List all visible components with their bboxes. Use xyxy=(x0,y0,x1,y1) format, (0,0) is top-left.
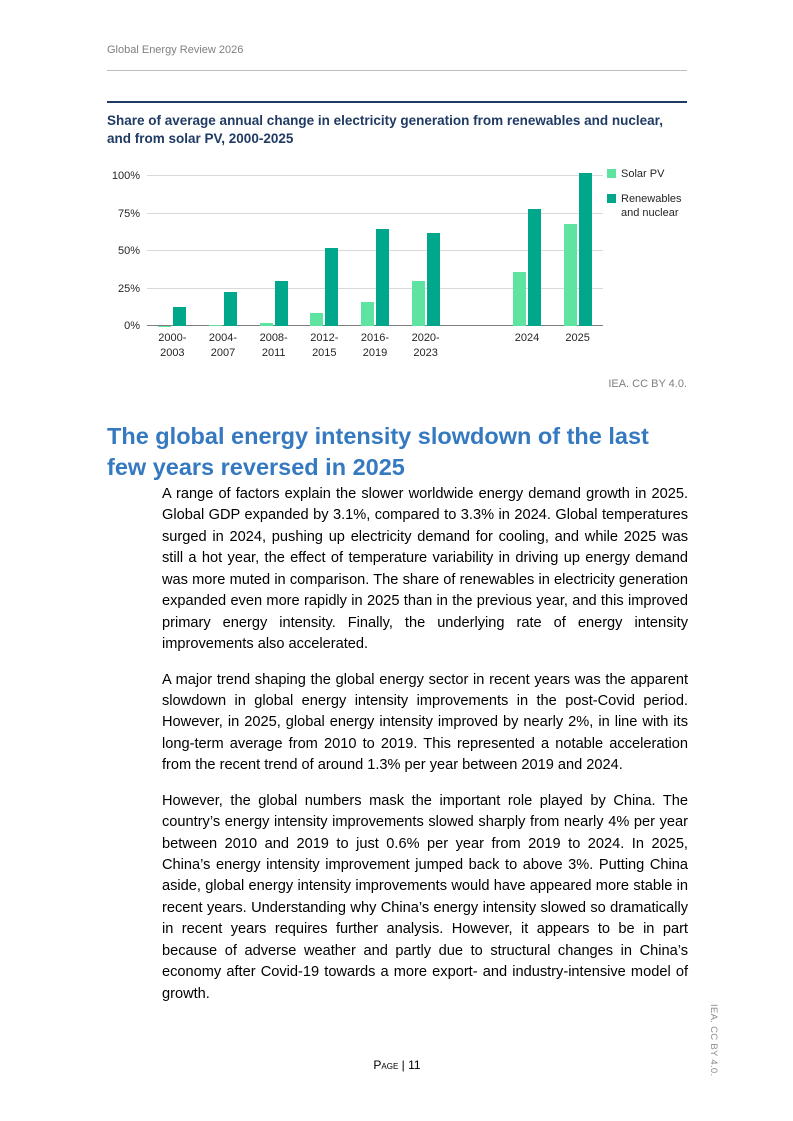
bar-group-2008-2011 xyxy=(248,168,299,327)
bar-group-2024 xyxy=(502,168,553,327)
bar-renewables-and-nuclear-2008-2011 xyxy=(274,281,288,327)
x-axis-label: 2025 xyxy=(565,332,590,345)
bar-group-2012-2015 xyxy=(299,168,350,327)
body-paragraphs: A range of factors explain the slower wo… xyxy=(162,484,688,1019)
bar-renewables-and-nuclear-2025 xyxy=(578,172,592,327)
running-header-text: Global Energy Review 2026 xyxy=(107,44,244,56)
side-copyright-note: IEA. CC BY 4.0. xyxy=(708,1004,719,1077)
chart-legend: Solar PV Renewables and nuclear xyxy=(607,168,687,231)
section-heading: The global energy intensity slowdown of … xyxy=(107,423,649,481)
legend-label: Renewables and nuclear xyxy=(621,193,682,219)
legend-swatch-icon xyxy=(607,194,616,204)
paragraph: A major trend shaping the global energy … xyxy=(162,671,688,774)
x-axis-label: 2008- 2011 xyxy=(259,332,288,359)
gridline xyxy=(147,250,603,252)
bar-solar-pv-2024 xyxy=(512,272,526,327)
gridline xyxy=(147,212,603,214)
figure-title: Share of average annual change in electr… xyxy=(107,113,663,147)
y-axis-tick-label: 50% xyxy=(117,245,140,258)
bar-group-2025 xyxy=(552,168,603,327)
bar-group-2016-2019 xyxy=(350,168,401,327)
x-axis-line xyxy=(147,325,603,327)
x-axis-label: 2004- 2007 xyxy=(208,332,238,359)
bar-solar-pv-2000-2003 xyxy=(158,325,172,327)
bar-solar-pv-2025 xyxy=(563,224,577,327)
bar-renewables-and-nuclear-2016-2019 xyxy=(375,228,389,327)
page-number: Page | 11 xyxy=(373,1058,421,1072)
bar-solar-pv-2012-2015 xyxy=(310,312,324,327)
bar-chart: 0% 25% 50% 75% 100% 2000- 2003 2004- 2007 2008- 20… xyxy=(107,162,687,374)
x-axis-label: 2016- 2019 xyxy=(360,332,390,359)
bar-solar-pv-2008-2011 xyxy=(259,323,273,327)
bar-renewables-and-nuclear-2024 xyxy=(527,209,541,327)
paragraph: However, the global numbers mask the imp… xyxy=(162,792,688,1002)
bar-solar-pv-2020-2023 xyxy=(411,281,425,327)
gridline xyxy=(147,174,603,176)
figure-block: Share of average annual change in electr… xyxy=(107,101,687,390)
bar-renewables-and-nuclear-2020-2023 xyxy=(426,233,440,327)
page-footer: Page | 11 xyxy=(107,1058,687,1072)
bar-group-2000-2003 xyxy=(147,168,198,327)
bar-solar-pv-2016-2019 xyxy=(360,302,374,327)
bar-group-2004-2007 xyxy=(198,168,249,327)
x-axis-label: 2012- 2015 xyxy=(310,332,339,359)
legend-item: Renewables and nuclear xyxy=(607,193,687,221)
document-header: Global Energy Review 2026 xyxy=(107,44,687,71)
bar-group-2020-2023 xyxy=(400,168,451,327)
chart-plot-area: 0% 25% 50% 75% 100% 2000- 2003 2004- 2007 2008- 20… xyxy=(112,168,603,359)
x-axis-label: 2000- 2003 xyxy=(158,332,187,359)
y-axis-tick-label: 0% xyxy=(124,320,140,333)
legend-swatch-icon xyxy=(607,169,616,179)
bar-renewables-and-nuclear-2000-2003 xyxy=(173,306,187,327)
figure-source-credit: IEA. CC BY 4.0. xyxy=(608,378,687,391)
bar-renewables-and-nuclear-2012-2015 xyxy=(325,248,339,327)
legend-label: Solar PV xyxy=(621,168,665,181)
x-axis-label: 2020- 2023 xyxy=(411,332,440,359)
paragraph: A range of factors explain the slower wo… xyxy=(162,486,688,653)
y-axis-tick-label: 75% xyxy=(117,207,140,220)
legend-item: Solar PV xyxy=(607,168,687,182)
y-axis-tick-label: 25% xyxy=(117,282,140,295)
gridline xyxy=(147,287,603,289)
y-axis-tick-label: 100% xyxy=(111,169,140,182)
bar-renewables-and-nuclear-2004-2007 xyxy=(223,291,237,327)
bar-solar-pv-2004-2007 xyxy=(208,324,222,327)
x-axis-label: 2024 xyxy=(514,332,540,345)
